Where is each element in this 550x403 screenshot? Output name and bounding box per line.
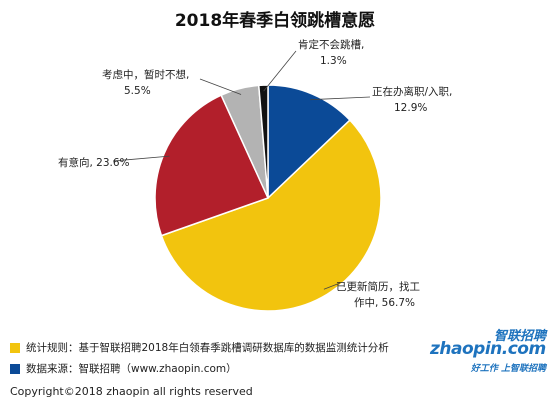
rule-swatch — [10, 342, 20, 353]
source-text: 数据来源：智联招聘（www.zhaopin.com） — [26, 363, 237, 375]
slice-label-0: 正在办离职/入职, — [372, 85, 452, 98]
footer-source: 数据来源：智联招聘（www.zhaopin.com） — [10, 361, 237, 376]
footer-rule: 统计规则：基于智联招聘2018年白领春季跳槽调研数据库的数据监测统计分析 — [10, 340, 389, 355]
copyright: Copyright©2018 zhaopin all rights reserv… — [10, 385, 253, 398]
leader-line-0 — [310, 96, 371, 101]
pie-slice-2 — [154, 94, 270, 237]
pie-slice-4 — [257, 84, 269, 199]
zhaopin-logo: 智联招聘 zhaopin.com 好工作 上智联招聘 — [430, 325, 548, 377]
leader-line-3 — [199, 78, 242, 95]
slice-label-1: 已更新简历，找工 — [336, 280, 420, 293]
leader-line-2 — [112, 155, 170, 162]
slice-label-4: 肯定不会跳槽, — [298, 38, 364, 51]
chart-title: 2018年春季白领跳槽意愿 — [174, 11, 376, 31]
slice-value-4: 1.3% — [320, 55, 347, 67]
logo-cn: 智联招聘 — [493, 329, 546, 344]
leader-line-4 — [263, 50, 297, 92]
leader-line-1 — [323, 282, 341, 290]
slice-label-3: 考虑中，暂时不想, — [102, 68, 189, 81]
rule-text: 统计规则：基于智联招聘2018年白领春季跳槽调研数据库的数据监测统计分析 — [26, 342, 389, 354]
slice-value-0: 12.9% — [394, 102, 427, 114]
pie-slice-0 — [267, 84, 351, 200]
logo-tagline: 好工作 上智联招聘 — [470, 364, 546, 374]
slice-value-3: 5.5% — [124, 85, 151, 97]
logo-en: zhaopin.com — [430, 339, 546, 359]
pie-slice-1 — [160, 119, 382, 312]
source-swatch — [10, 363, 20, 374]
slice-value-1: 作中, 56.7% — [354, 296, 415, 309]
slice-label-2: 有意向, 23.6% — [58, 156, 130, 169]
